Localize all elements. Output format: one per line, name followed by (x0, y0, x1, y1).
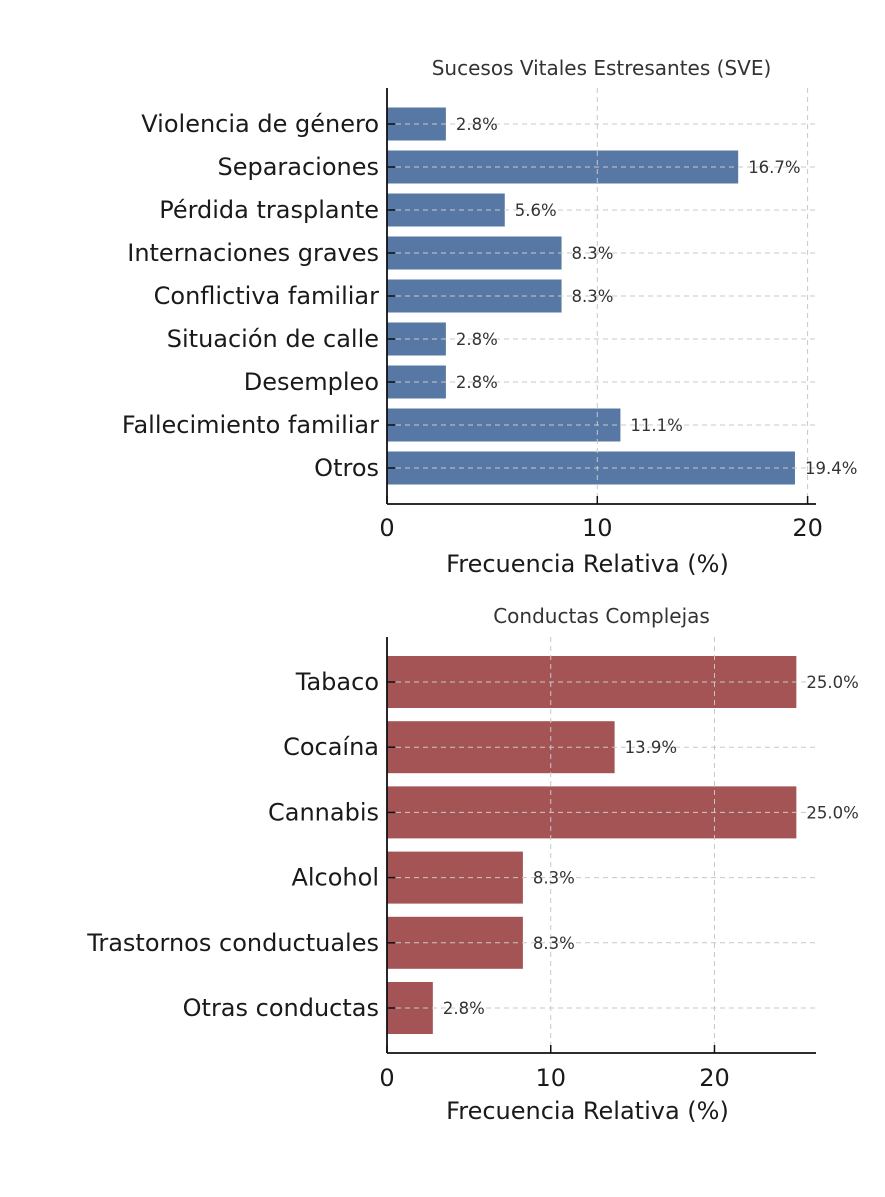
data-label: 5.6% (515, 201, 557, 220)
chart-title: Sucesos Vitales Estresantes (SVE) (432, 56, 772, 80)
x-axis-label: Frecuencia Relativa (%) (446, 1097, 729, 1125)
bar (387, 656, 797, 708)
chart-panel-1: Sucesos Vitales Estresantes (SVE) Violenc… (122, 56, 858, 578)
x-tick-label: 0 (379, 514, 394, 542)
data-label: 2.8% (443, 999, 485, 1018)
x-tick-label: 10 (535, 1064, 566, 1092)
y-tick-label: Desempleo (244, 368, 379, 396)
y-tick-label: Otras conductas (183, 994, 379, 1022)
y-tick-label: Conflictiva familiar (154, 282, 379, 310)
x-tick-label: 10 (582, 514, 613, 542)
x-axis-label: Frecuencia Relativa (%) (446, 550, 729, 578)
y-tick-label: Trastornos conductuales (86, 929, 379, 957)
data-label: 16.7% (748, 158, 800, 177)
y-tick-label: Separaciones (217, 153, 379, 181)
bar (387, 786, 797, 839)
data-label: 2.8% (456, 115, 498, 134)
y-tick-label: Situación de calle (167, 325, 379, 353)
y-tick-label: Alcohol (291, 864, 379, 892)
data-label: 25.0% (806, 803, 858, 822)
data-label: 8.3% (572, 287, 614, 306)
chart-title: Conductas Complejas (493, 604, 710, 628)
y-tick-label: Internaciones graves (127, 239, 379, 267)
data-label: 2.8% (456, 330, 498, 349)
data-label: 25.0% (806, 673, 858, 692)
x-tick-label: 0 (379, 1064, 394, 1092)
data-label: 8.3% (533, 869, 575, 888)
data-label: 8.3% (572, 244, 614, 263)
data-label: 19.4% (805, 459, 857, 478)
y-tick-label: Tabaco (295, 668, 379, 696)
chart-panel-2: Conductas Complejas Tabaco Cocaína Cannabis… (86, 604, 859, 1125)
data-label: 2.8% (456, 373, 498, 392)
y-tick-label: Fallecimiento familiar (122, 411, 379, 439)
data-label: 11.1% (630, 416, 682, 435)
y-tick-label: Cocaína (283, 733, 379, 761)
y-tick-label: Violencia de género (141, 110, 379, 138)
data-label: 13.9% (625, 738, 677, 757)
data-label: 8.3% (533, 934, 575, 953)
y-tick-label: Pérdida trasplante (159, 196, 379, 224)
y-tick-label: Cannabis (268, 798, 379, 826)
x-tick-label: 20 (699, 1064, 730, 1092)
x-tick-label: 20 (792, 514, 823, 542)
y-tick-label: Otros (314, 454, 379, 482)
